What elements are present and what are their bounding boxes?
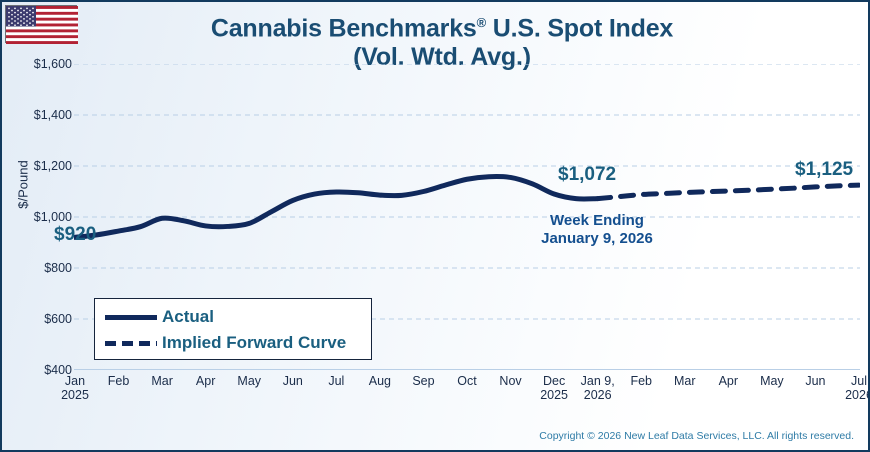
legend-item-actual: Actual (105, 305, 214, 329)
week-ending-annotation: Week Ending January 9, 2026 (517, 212, 677, 248)
x-tick-label-line: Mar (674, 374, 696, 388)
x-tick-label-line: Jan 9, (580, 374, 615, 388)
x-tick-label-line: Aug (368, 374, 391, 388)
current-value-label: $1,072 (558, 164, 617, 185)
x-tick-label: Nov (476, 374, 546, 388)
x-tick-label-line: 2025 (540, 388, 569, 402)
chart-title: Cannabis Benchmarks® U.S. Spot Index (Vo… (122, 8, 762, 72)
registered-mark: ® (476, 15, 487, 30)
x-tick-label: Jan 2025 (40, 374, 110, 402)
y-axis-title: $/Pound (15, 160, 31, 209)
week-ending-line-2: January 9, 2026 (541, 230, 653, 247)
x-tick-label-line: Jul (328, 374, 345, 388)
x-tick-label: May (214, 374, 284, 388)
y-tick-label: $1,000 (33, 210, 72, 224)
x-tick-label-line: 2026 (845, 388, 868, 402)
x-tick-label: May (737, 374, 807, 388)
x-tick-label-line: Oct (457, 374, 477, 388)
x-tick-label-line: Feb (630, 374, 652, 388)
series-line-implied-forward-curve (595, 182, 860, 202)
x-tick-label-line: Jul (851, 374, 867, 388)
x-tick-label: Jul (301, 374, 371, 388)
y-tick-label: $600 (44, 312, 72, 326)
end-value-label: $1,125 (795, 159, 854, 180)
x-tick-label: Jun (780, 374, 850, 388)
x-tick-label-line: Apr (195, 374, 216, 388)
x-tick-label-line: Jan (64, 374, 86, 388)
y-tick-label: $1,400 (33, 108, 72, 122)
x-tick-label-line: May (237, 374, 262, 388)
x-tick-label: Apr (171, 374, 241, 388)
chart-title-suffix: U.S. Spot Index (486, 14, 674, 43)
x-tick-label-line: Nov (499, 374, 522, 388)
x-tick-label: Aug (345, 374, 415, 388)
x-tick-label: Jun (258, 374, 328, 388)
x-tick-label-line: 2026 (583, 388, 612, 402)
x-tick-label: Oct (432, 374, 502, 388)
y-tick-label: $800 (44, 261, 72, 275)
x-tick-label: Mar (650, 374, 720, 388)
x-axis: Jan 2025 Feb Mar Apr May Jun Jul Aug Sep Oct Nov Dec… (61, 372, 868, 406)
week-ending-line-1: Week Ending (550, 212, 644, 229)
x-tick-label: Jan 9, 2026 (563, 374, 633, 402)
legend-swatch-solid-line-icon (105, 314, 157, 320)
x-tick-label: Feb (84, 374, 154, 388)
chart-title-main: Cannabis Benchmarks (210, 14, 477, 43)
x-tick-label-line: Jun (805, 374, 826, 388)
chart-title-line-2: (Vol. Wtd. Avg.) (353, 43, 531, 72)
legend-label-actual: Actual (162, 307, 214, 326)
series-canvas (74, 64, 860, 370)
x-tick-label-line: Dec (542, 374, 566, 388)
x-tick-label-line: Apr (718, 374, 739, 388)
x-tick-label-line: Feb (107, 374, 130, 388)
legend-label-forward: Implied Forward Curve (162, 333, 347, 352)
start-value-label: $920 (54, 224, 97, 245)
legend-swatch-dashed-line-icon (105, 340, 157, 346)
x-tick-label: Feb (606, 374, 676, 388)
x-tick-label-line: Jun (282, 374, 303, 388)
chart-legend: Actual Implied Forward Curve (94, 298, 372, 360)
y-tick-label: $1,600 (33, 57, 72, 71)
plot-area (74, 64, 860, 370)
y-axis: $400 $600 $800 $1,000 $1,200 $1,400 $1,600 (10, 57, 72, 377)
x-tick-label-line: Sep (412, 374, 435, 388)
x-tick-label: Dec 2025 (519, 374, 589, 402)
chart-title-line-1: Cannabis Benchmarks® U.S. Spot Index (122, 8, 762, 43)
y-tick-label: $400 (44, 363, 72, 377)
x-tick-label: Mar (127, 374, 197, 388)
x-tick-label-line: Mar (151, 374, 173, 388)
x-tick-label-line: May (760, 374, 784, 388)
us-flag-icon (5, 5, 78, 45)
x-tick-label: Apr (693, 374, 763, 388)
y-tick-label: $1,200 (33, 159, 72, 173)
series-line-actual (74, 174, 601, 240)
legend-item-forward: Implied Forward Curve (105, 331, 346, 355)
x-tick-label-line: 2025 (61, 388, 89, 402)
x-tick-label: Jul2026 (824, 374, 868, 402)
x-tick-label: Sep (388, 374, 458, 388)
copyright-notice: Copyright © 2026 New Leaf Data Services,… (539, 430, 854, 442)
